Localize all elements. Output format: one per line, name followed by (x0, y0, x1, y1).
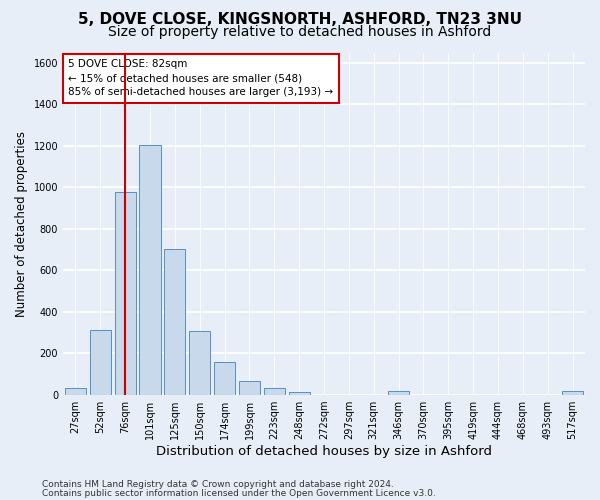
Bar (164, 250, 185, 394)
Bar (214, 362, 235, 394)
Bar (139, 145, 161, 394)
Bar (388, 392, 409, 394)
Bar (239, 381, 260, 394)
Bar (562, 392, 583, 394)
Bar (90, 330, 111, 394)
Bar (115, 192, 136, 394)
Y-axis label: Number of detached properties: Number of detached properties (15, 130, 28, 316)
Text: 5, DOVE CLOSE, KINGSNORTH, ASHFORD, TN23 3NU: 5, DOVE CLOSE, KINGSNORTH, ASHFORD, TN23… (78, 12, 522, 28)
Text: Contains public sector information licensed under the Open Government Licence v3: Contains public sector information licen… (42, 490, 436, 498)
Bar (65, 388, 86, 394)
Text: 5 DOVE CLOSE: 82sqm
← 15% of detached houses are smaller (548)
85% of semi-detac: 5 DOVE CLOSE: 82sqm ← 15% of detached ho… (68, 60, 334, 98)
Bar (264, 388, 285, 394)
Bar (289, 392, 310, 394)
X-axis label: Distribution of detached houses by size in Ashford: Distribution of detached houses by size … (156, 444, 492, 458)
Text: Size of property relative to detached houses in Ashford: Size of property relative to detached ho… (109, 25, 491, 39)
Bar (189, 332, 211, 394)
Text: Contains HM Land Registry data © Crown copyright and database right 2024.: Contains HM Land Registry data © Crown c… (42, 480, 394, 489)
